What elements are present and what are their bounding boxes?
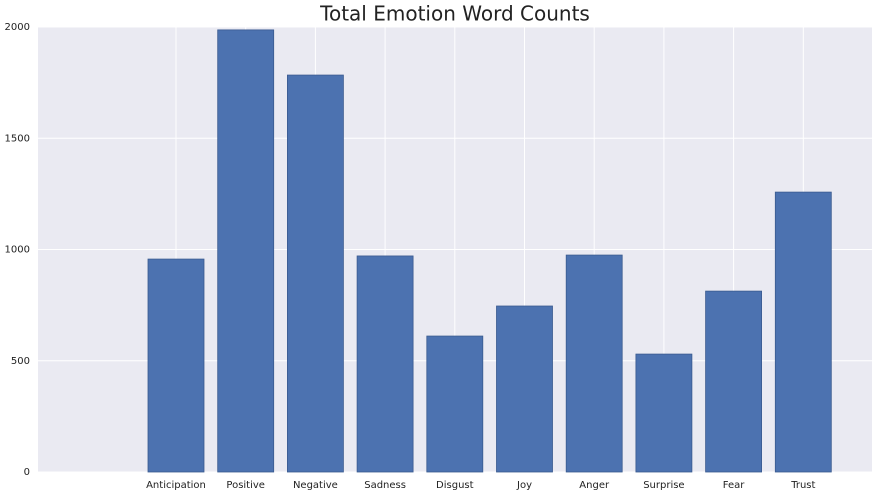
x-tick-label: Anticipation	[146, 480, 206, 491]
bar	[565, 254, 623, 473]
bar	[356, 255, 414, 473]
bar	[147, 258, 205, 473]
x-tick-label: Negative	[293, 480, 338, 491]
y-tick-label: 2000	[5, 22, 30, 33]
bar	[774, 191, 832, 473]
bar	[286, 74, 344, 473]
chart-title: Total Emotion Word Counts	[319, 2, 590, 26]
x-tick-label: Anger	[579, 480, 610, 491]
bar	[217, 29, 275, 473]
y-tick-label: 0	[24, 467, 30, 478]
bar	[496, 305, 553, 473]
y-tick-label: 1500	[5, 133, 30, 144]
y-tick-label: 500	[11, 356, 30, 367]
x-tick-label: Sadness	[364, 480, 406, 491]
x-tick-label: Trust	[790, 480, 815, 491]
x-tick-label: Surprise	[643, 480, 684, 491]
x-tick-label: Positive	[226, 480, 265, 491]
bar	[426, 335, 484, 473]
bar	[705, 290, 762, 473]
x-tick-label: Fear	[723, 480, 745, 491]
y-tick-label: 1000	[5, 245, 30, 256]
bar	[635, 353, 693, 473]
x-tick-label: Joy	[516, 480, 532, 491]
x-tick-label: Disgust	[436, 480, 474, 491]
